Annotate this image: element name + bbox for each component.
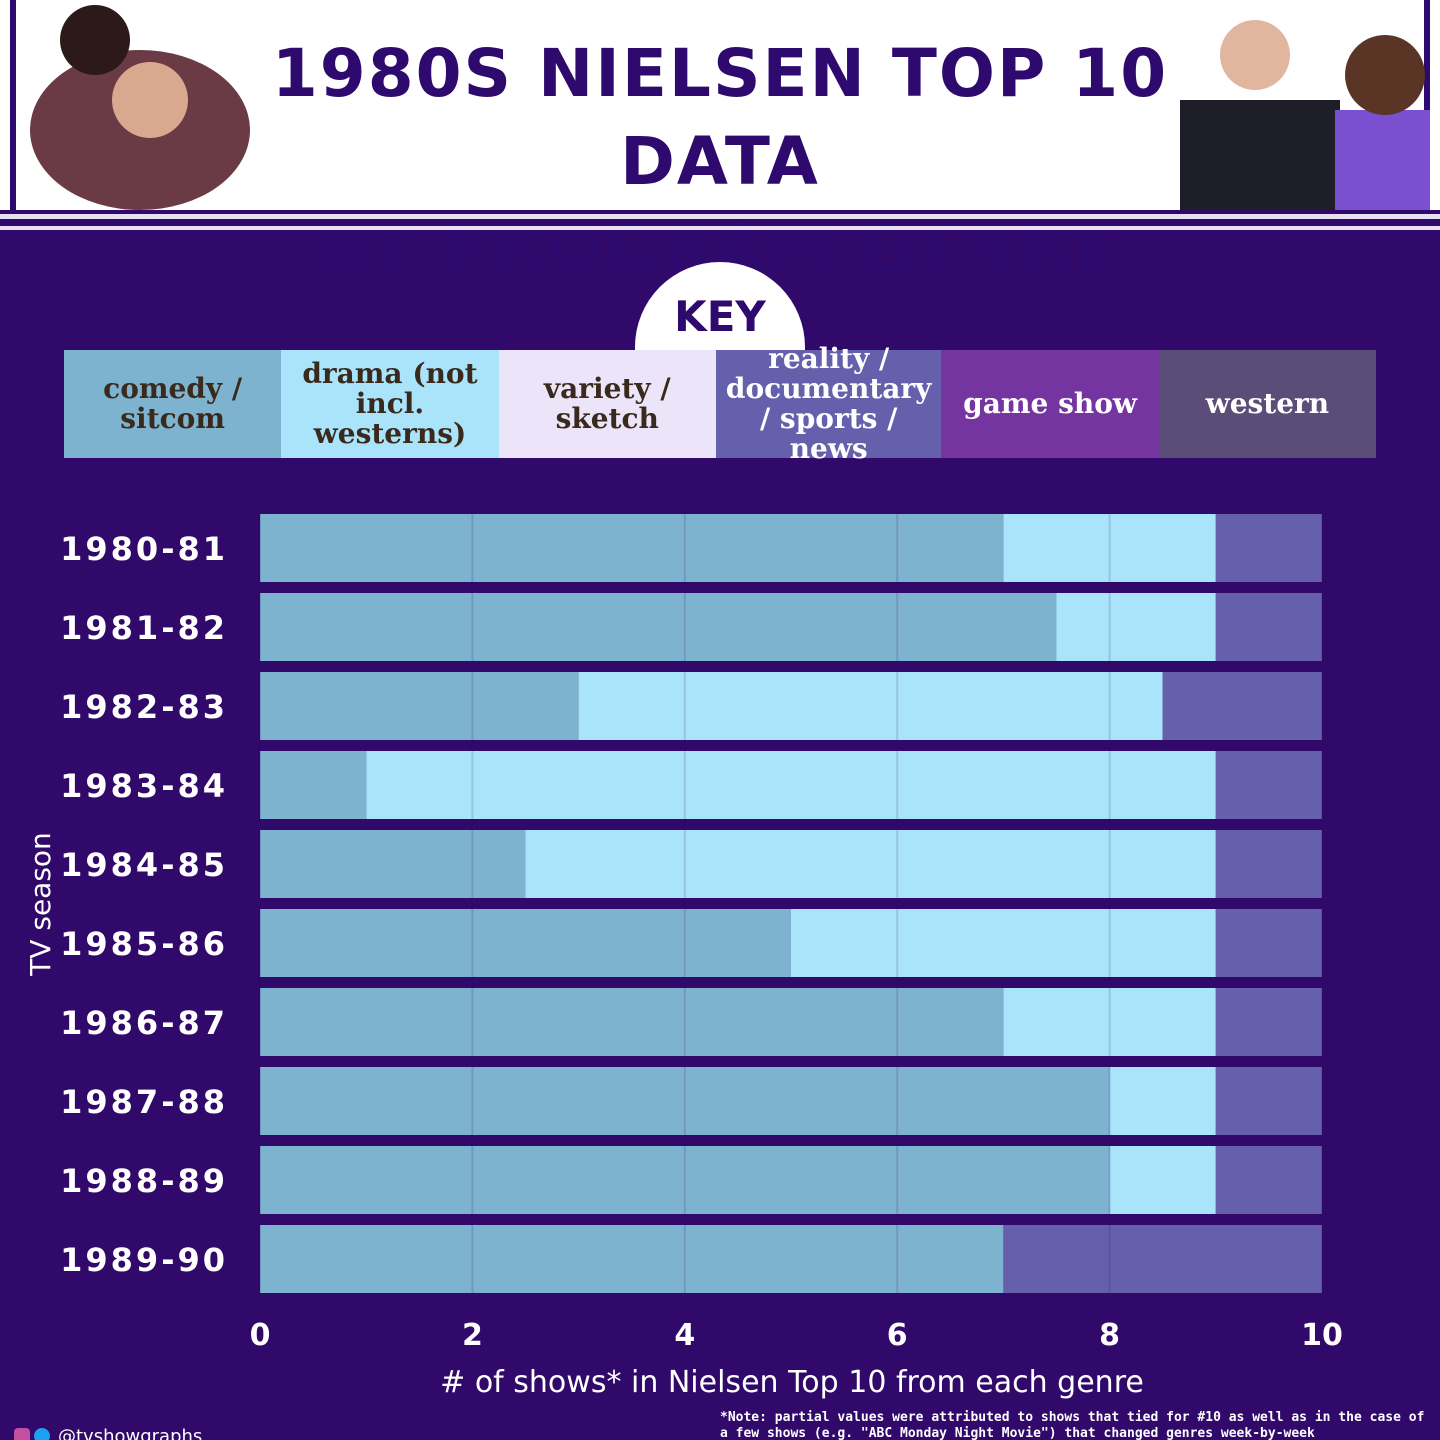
- title-line: 1980S NIELSEN TOP 10 DATA: [271, 35, 1169, 200]
- y-tick-label: 1985-86: [60, 925, 228, 963]
- bar-segment: [260, 1225, 1004, 1293]
- divider: [0, 214, 1440, 219]
- bar-segment: [260, 672, 579, 740]
- bar-segment: [525, 830, 1216, 898]
- y-tick-label: 1983-84: [60, 767, 228, 805]
- y-tick-label: 1987-88: [60, 1083, 228, 1121]
- key-label: KEY: [635, 262, 805, 362]
- x-tick-label: 6: [887, 1318, 908, 1353]
- bar-segment: [1109, 1067, 1216, 1135]
- legend-entry: game show: [941, 350, 1159, 458]
- bar-segment: [1215, 988, 1322, 1056]
- x-tick-label: 2: [462, 1318, 483, 1353]
- bar-segment: [578, 672, 1163, 740]
- legend: comedy / sitcom drama (not incl. westerns…: [64, 344, 1377, 464]
- social-icon: [34, 1428, 50, 1440]
- bar-segment: [1215, 593, 1322, 661]
- bar-segment: [1215, 751, 1322, 819]
- y-axis-label: TV season: [24, 832, 57, 977]
- bar-segment: [1003, 514, 1216, 582]
- bar-segment: [260, 988, 1004, 1056]
- bar-segment: [260, 830, 526, 898]
- bar-segment: [791, 909, 1216, 977]
- bar-segment: [260, 514, 1004, 582]
- x-tick-label: 4: [674, 1318, 695, 1353]
- legend-entry: western: [1158, 350, 1377, 458]
- y-tick-label: 1984-85: [60, 846, 228, 884]
- bar-segment: [260, 751, 367, 819]
- y-tick-label: 1989-90: [60, 1241, 228, 1279]
- bar-segment: [260, 1146, 1110, 1214]
- x-tick-label: 8: [1099, 1318, 1120, 1353]
- y-tick-label: 1982-83: [60, 688, 228, 726]
- y-tick-label: 1988-89: [60, 1162, 228, 1200]
- bar-segment: [1215, 514, 1322, 582]
- bar-segment: [260, 909, 791, 977]
- bar-segment: [1215, 909, 1322, 977]
- y-tick-label: 1986-87: [60, 1004, 228, 1042]
- bar-segment: [366, 751, 1216, 819]
- legend-entry: reality / documentary / sports / news: [715, 344, 942, 464]
- footnote-text: *Note: partial values were attributed to…: [720, 1410, 1425, 1440]
- bar-segment: [1215, 830, 1322, 898]
- bar-segment: [1215, 1146, 1322, 1214]
- y-tick-label: 1981-82: [60, 609, 228, 647]
- photos: [10, 0, 1430, 210]
- divider: [0, 226, 1440, 230]
- bar-segment: [260, 593, 1057, 661]
- x-tick-label: 10: [1301, 1318, 1343, 1353]
- x-tick-label: 0: [250, 1318, 271, 1353]
- legend-entry: comedy / sitcom: [64, 350, 282, 458]
- social-icon: [14, 1428, 30, 1440]
- bar-segment: [1003, 988, 1216, 1056]
- bar-segment: [1215, 1067, 1322, 1135]
- bar-segment: [1056, 593, 1216, 661]
- legend-entry: drama (not incl. westerns): [281, 350, 499, 458]
- bar-segment: [1162, 672, 1322, 740]
- bar-segment: [260, 1067, 1110, 1135]
- header: 1980S NIELSEN TOP 10 DATA BY PROGRAM GEN…: [0, 0, 1440, 288]
- x-axis-label: # of shows* in Nielsen Top 10 from each …: [440, 1365, 1144, 1400]
- handle: @tvshowgraphs: [58, 1426, 202, 1440]
- bar-segment: [1003, 1225, 1322, 1293]
- y-tick-label: 1980-81: [60, 530, 228, 568]
- legend-entry: variety / sketch: [498, 350, 716, 458]
- title: 1980S NIELSEN TOP 10 DATA BY PROGRAM GEN…: [240, 30, 1200, 294]
- bar-segment: [1109, 1146, 1216, 1214]
- footnote: *Note: partial values were attributed to…: [720, 1410, 1425, 1440]
